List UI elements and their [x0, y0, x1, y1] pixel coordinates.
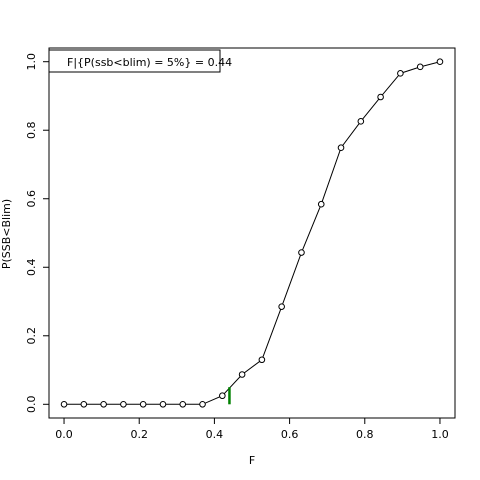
y-tick-label-0: 0.0: [25, 396, 38, 414]
series-line-0: [64, 61, 441, 405]
legend: F|{P(ssb<blim) = 5%} = 0.44: [48, 49, 232, 73]
x-tick-label-5: 1.0: [431, 428, 449, 441]
y-axis-label: P(SSB<Blim): [0, 199, 13, 269]
data-point-7: [199, 400, 206, 408]
data-point-8: [219, 392, 226, 400]
data-point-11: [278, 303, 285, 310]
axes: 0.0 0.2 0.4 0.6 0.8 1.0 0.0 0.2 0.4 0.6 0.8 1.0: [25, 53, 449, 441]
data-point-16: [377, 93, 384, 101]
y-tick-label-3: 0.6: [25, 190, 38, 208]
y-tick-label-1: 0.2: [25, 327, 38, 345]
data-point-14: [337, 144, 345, 151]
x-axis-label: F: [249, 454, 255, 467]
data-point-12: [298, 249, 305, 256]
data-point-19: [436, 58, 444, 66]
data-point-18: [416, 63, 424, 71]
y-tick-label-4: 0.8: [25, 121, 38, 139]
x-tick-label-1: 0.2: [130, 428, 148, 441]
y-tick-label-5: 1.0: [25, 53, 38, 71]
data-point-1: [80, 400, 88, 408]
plot-frame: [48, 47, 456, 419]
data-point-15: [357, 118, 365, 125]
series-layer: [60, 58, 444, 408]
x-tick-label-4: 0.8: [356, 428, 374, 441]
data-point-4: [139, 400, 147, 408]
data-point-13: [317, 200, 325, 208]
data-point-5: [159, 400, 167, 408]
y-tick-label-2: 0.4: [25, 259, 38, 277]
data-point-0: [60, 400, 68, 408]
x-tick-label-2: 0.4: [206, 428, 224, 441]
data-point-10: [258, 356, 266, 364]
data-point-6: [179, 400, 187, 408]
data-point-2: [100, 400, 107, 408]
data-point-17: [397, 70, 404, 77]
legend-text: F|{P(ssb<blim) = 5%} = 0.44: [67, 56, 232, 69]
x-tick-label-0: 0.0: [55, 428, 73, 441]
data-point-3: [120, 400, 127, 408]
x-tick-label-3: 0.6: [281, 428, 299, 441]
legend-box: [48, 49, 221, 73]
data-point-9: [238, 371, 246, 378]
